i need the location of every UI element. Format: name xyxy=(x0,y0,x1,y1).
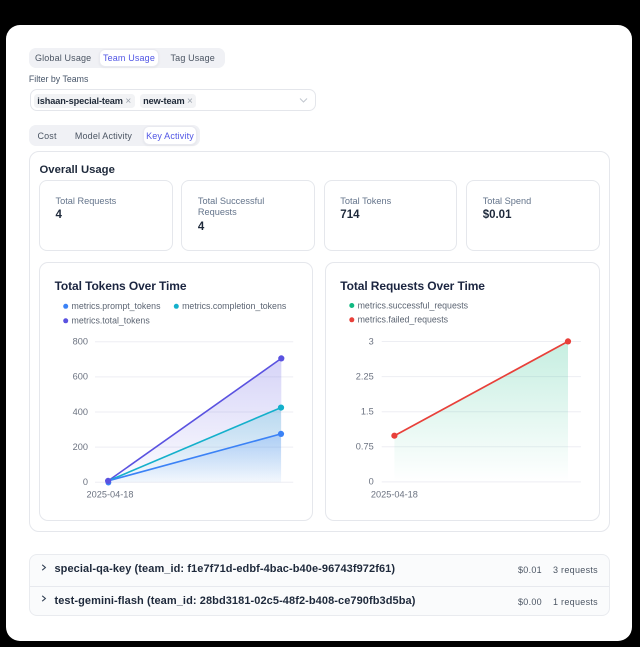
svg-text:800: 800 xyxy=(73,337,88,347)
svg-text:metrics.failed_requests: metrics.failed_requests xyxy=(357,315,448,325)
svg-text:0: 0 xyxy=(368,477,373,487)
svg-text:0.75: 0.75 xyxy=(355,442,373,452)
svg-text:metrics.total_tokens: metrics.total_tokens xyxy=(72,316,151,326)
svg-text:600: 600 xyxy=(73,372,88,382)
svg-text:metrics.successful_requests: metrics.successful_requests xyxy=(357,300,468,310)
svg-text:400: 400 xyxy=(73,407,88,417)
svg-text:2025-04-18: 2025-04-18 xyxy=(370,490,417,500)
svg-text:0: 0 xyxy=(83,477,88,487)
svg-text:metrics.prompt_tokens: metrics.prompt_tokens xyxy=(72,301,162,311)
svg-text:metrics.completion_tokens: metrics.completion_tokens xyxy=(182,301,287,311)
svg-text:1.5: 1.5 xyxy=(360,407,373,417)
svg-text:2025-04-18: 2025-04-18 xyxy=(87,490,134,500)
svg-text:200: 200 xyxy=(73,442,88,452)
svg-text:3: 3 xyxy=(368,336,373,346)
svg-text:2.25: 2.25 xyxy=(355,371,373,381)
